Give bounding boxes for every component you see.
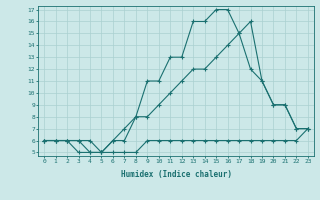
- X-axis label: Humidex (Indice chaleur): Humidex (Indice chaleur): [121, 170, 231, 179]
